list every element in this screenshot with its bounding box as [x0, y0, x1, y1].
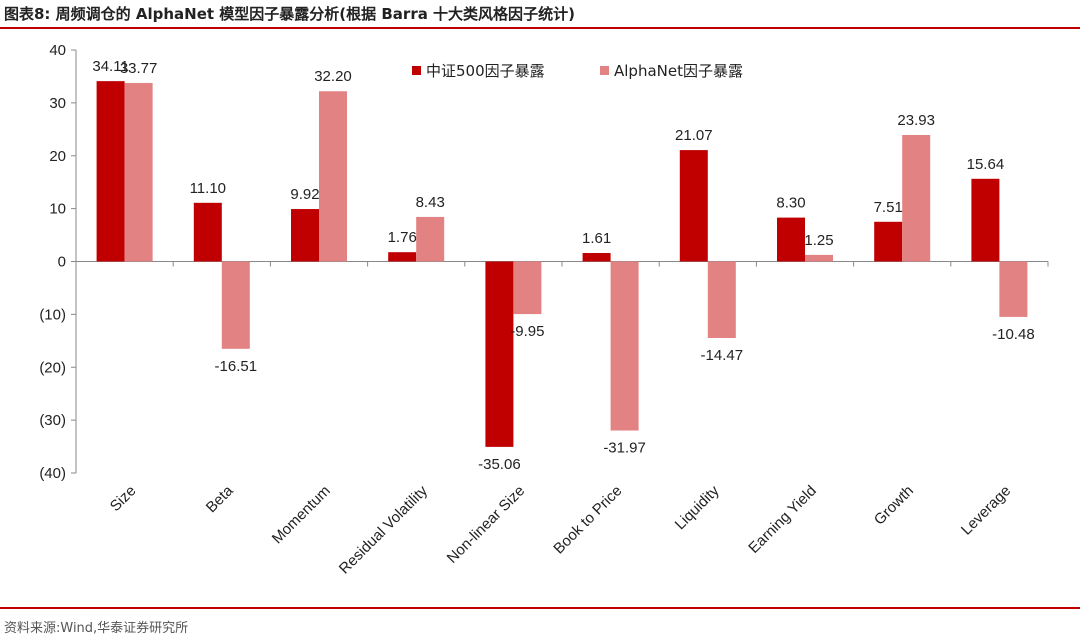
x-category-label: Residual Volatility [336, 482, 432, 578]
source-note: 资料来源:Wind,华泰证券研究所 [4, 621, 189, 636]
data-label: -14.47 [701, 347, 744, 364]
y-tick-label: 20 [49, 148, 66, 165]
data-label: -10.48 [992, 326, 1035, 343]
data-label: 15.64 [967, 156, 1005, 173]
y-tick-label: (30) [39, 412, 66, 429]
data-label: 8.30 [776, 195, 805, 212]
data-label: -31.97 [603, 440, 646, 457]
bar-alphanet-momentum [319, 91, 347, 262]
title-bar: 图表8: 周频调仓的 AlphaNet 模型因子暴露分析(根据 Barra 十大… [0, 0, 1080, 26]
x-category-label: Non-linear Size [444, 482, 529, 567]
data-label: -16.51 [215, 358, 258, 375]
bar-alphanet-earning-yield [805, 254, 833, 262]
x-category-label: Leverage [958, 482, 1014, 538]
data-label: 9.92 [290, 186, 319, 203]
bar-alphanet-residual-volatility [416, 216, 445, 262]
bar-csi500-earning-yield [777, 217, 805, 262]
y-tick-label: (20) [39, 359, 66, 376]
data-label: 32.20 [314, 68, 352, 85]
data-label: 1.25 [804, 232, 833, 249]
data-label: 34.11 [92, 58, 128, 75]
bar-alphanet-liquidity [707, 261, 736, 339]
bar-alphanet-book-to-price [610, 261, 639, 431]
bar-alphanet-leverage [999, 261, 1028, 317]
data-label: 7.51 [874, 199, 903, 216]
y-tick-label: (40) [39, 465, 66, 482]
bar-alphanet-size [124, 82, 153, 262]
bar-csi500-beta [193, 202, 222, 262]
data-label: 21.07 [675, 127, 713, 144]
data-label: -35.06 [478, 456, 521, 473]
data-label: 8.43 [416, 194, 445, 211]
data-label: 1.76 [388, 229, 417, 246]
y-tick-label: 30 [49, 95, 66, 112]
bar-alphanet-non-linear-size [513, 261, 542, 315]
data-label: 33.77 [120, 60, 158, 77]
legend-label: AlphaNet因子暴露 [614, 62, 743, 80]
category-labels: Size Beta Momentum Residual Volatility Non-l… [107, 482, 1014, 578]
data-label: 11.10 [190, 180, 226, 197]
legend-label: 中证500因子暴露 [426, 62, 545, 80]
bar-csi500-growth [874, 221, 903, 262]
bar-csi500-residual-volatility [388, 252, 417, 262]
chart-bars [96, 81, 1028, 447]
x-category-label: Book to Price [550, 482, 625, 557]
x-category-label: Beta [203, 482, 237, 516]
data-label: 23.93 [897, 112, 935, 129]
x-category-label: Liquidity [672, 482, 723, 533]
bar-csi500-liquidity [679, 150, 708, 262]
x-category-label: Earning Yield [745, 482, 820, 557]
bar-alphanet-beta [221, 261, 250, 349]
data-label: -9.95 [510, 323, 544, 340]
x-category-label: Growth [871, 482, 917, 528]
bar-csi500-non-linear-size [485, 261, 514, 447]
y-tick-label: 10 [49, 201, 66, 218]
legend-swatch [412, 66, 421, 75]
bar-alphanet-growth [902, 134, 931, 262]
y-tick-label: 0 [58, 254, 66, 271]
bar-csi500-leverage [971, 178, 1000, 262]
page-title: 图表8: 周频调仓的 AlphaNet 模型因子暴露分析(根据 Barra 十大… [4, 5, 575, 23]
bottom-divider [0, 607, 1080, 609]
data-label: 1.61 [582, 230, 611, 247]
chart-axes: 40 30 20 10 0 (10) (20) (30) (40) [39, 42, 1049, 482]
y-tick-label: (10) [39, 306, 66, 323]
bar-csi500-momentum [291, 209, 319, 262]
chart-legend: 中证500因子暴露 AlphaNet因子暴露 [412, 62, 743, 80]
bar-csi500-size [96, 81, 125, 262]
y-tick-label: 40 [49, 42, 66, 59]
bar-csi500-book-to-price [582, 252, 611, 262]
legend-swatch [600, 66, 609, 75]
top-divider [0, 27, 1080, 29]
x-category-label: Size [107, 482, 140, 515]
x-category-label: Momentum [269, 482, 334, 547]
